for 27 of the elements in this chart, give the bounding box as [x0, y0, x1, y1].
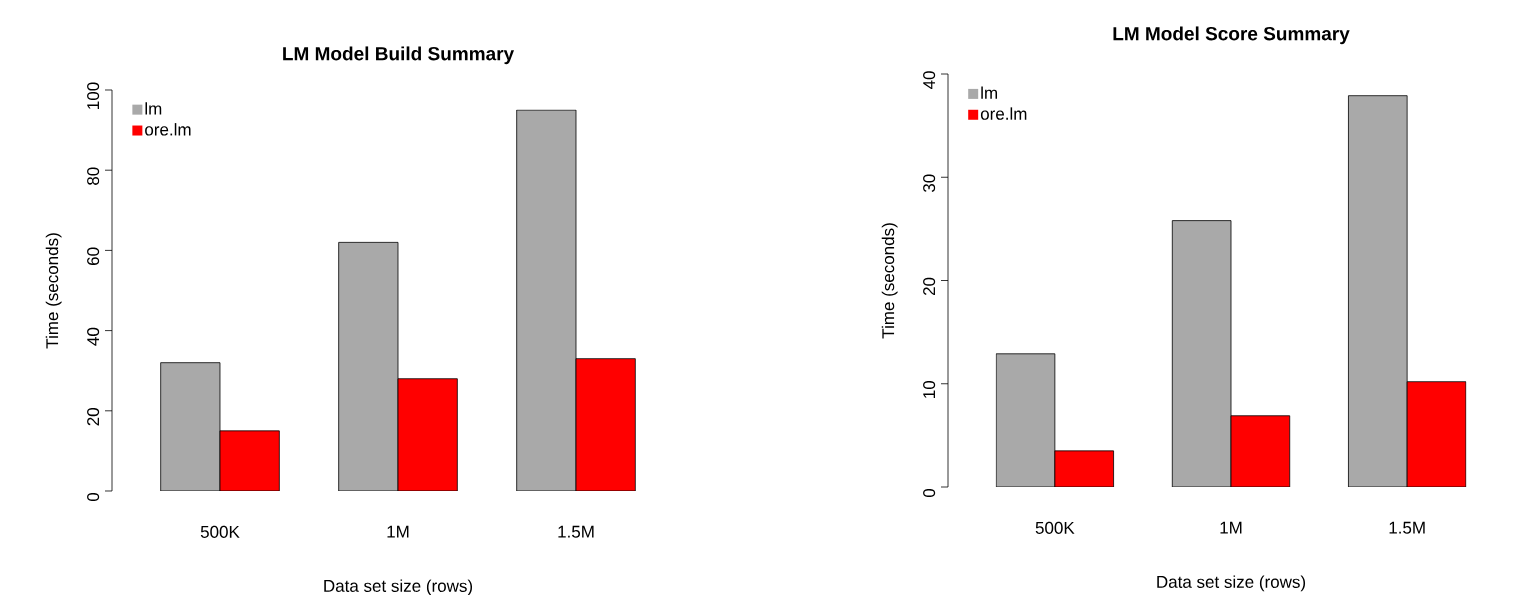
- chart-title: LM Model Build Summary: [283, 46, 515, 65]
- x-tick-label: 1M: [387, 525, 409, 538]
- x-axis-title: Data set size (rows): [1157, 575, 1306, 592]
- legend-label: lm: [981, 86, 998, 99]
- x-axis-title: Data set size (rows): [324, 579, 473, 595]
- y-tick-label: 60: [87, 247, 100, 265]
- x-tick-label: 1.5M: [1389, 521, 1425, 534]
- x-tick-label: 500K: [200, 525, 240, 538]
- y-tick-label: 100: [87, 82, 100, 109]
- x-tick-label: 1.5M: [558, 525, 594, 538]
- x-tick-label: 500K: [1035, 521, 1075, 534]
- y-tick-label: 30: [923, 174, 936, 193]
- y-tick-label: 80: [87, 167, 100, 185]
- y-tick-label: 40: [87, 327, 100, 346]
- legend-label: lm: [145, 102, 162, 115]
- y-tick-label: 40: [923, 71, 936, 90]
- y-tick-label: 0: [923, 488, 936, 498]
- x-tick-label: 1M: [1220, 521, 1242, 534]
- y-tick-label: 20: [87, 408, 100, 426]
- legend-label: ore.lm: [145, 123, 191, 136]
- y-tick-label: 10: [923, 380, 936, 398]
- y-tick-label: 0: [87, 492, 100, 502]
- y-axis-title: Time (seconds): [881, 223, 898, 339]
- chart-title: LM Model Score Summary: [1113, 26, 1350, 45]
- y-tick-label: 20: [923, 277, 936, 296]
- legend-label: ore.lm: [980, 107, 1027, 120]
- y-axis-title: Time (seconds): [45, 233, 62, 349]
